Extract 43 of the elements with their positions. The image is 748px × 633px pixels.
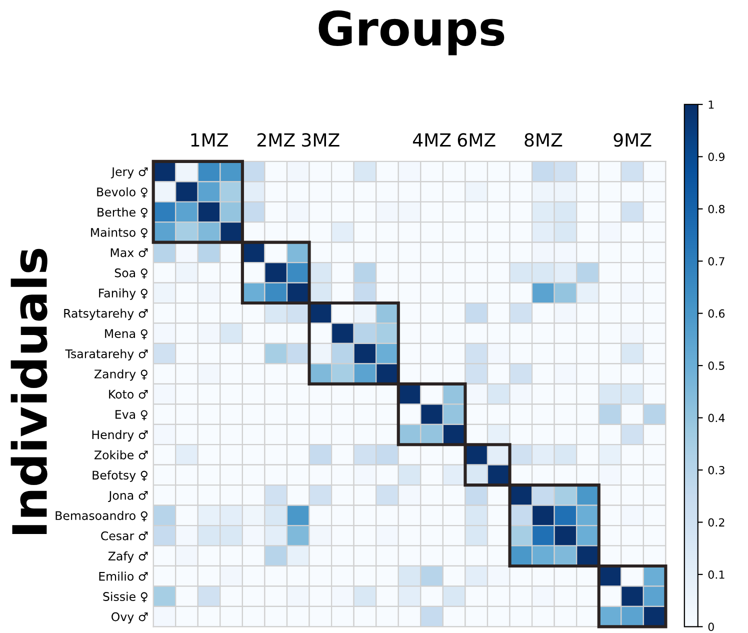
y-tick-label: Emilio ♂ [99,572,148,581]
y-tick-label: Zafy ♂ [108,551,148,563]
y-tick-label: Befotsy ♀ [92,470,148,482]
color-bar-label: 0.2 [708,518,724,527]
color-bar-label: 0.8 [708,204,725,214]
y-tick-label: Maintso ♀ [91,228,148,238]
color-bar-label: 0.6 [708,309,725,318]
y-tick-label: Fanihy ♀ [99,288,148,300]
y-tick-label: Hendry ♂ [92,430,148,442]
chart-title: Groups [318,10,504,56]
color-bar-label: 0 [708,622,714,632]
y-tick-label: Cesar ♂ [101,531,148,540]
x-tick-label: 9MZ [614,133,652,147]
x-tick-label: 2MZ [257,133,295,147]
y-tick-label: Koto ♂ [109,390,148,399]
y-tick-label: Sissie ♀ [103,592,148,602]
color-bar-label: 0.7 [708,257,724,266]
x-tick-label: 6MZ [458,133,496,147]
color-bar-label: 0.9 [708,152,724,162]
y-tick-label: Berthe ♀ [98,208,148,218]
y-tick-label: Jona ♂ [108,491,148,502]
y-tick-label: Jery ♂ [110,167,148,178]
y-tick-label: Zandry ♀ [94,369,148,381]
x-tick-label: 8MZ [524,133,562,147]
x-tick-label: 1MZ [191,133,228,147]
color-bar-label: 0.1 [708,570,724,579]
color-bar-label: 0.5 [708,362,724,370]
color-bar-label: 0.4 [708,414,725,422]
y-axis-title: Individuals [10,248,48,534]
y-tick-label: Ovy ♂ [112,612,148,624]
y-tick-label: Bevolo ♀ [97,187,148,198]
y-tick-label: Zokibe ♂ [94,450,148,460]
y-tick-label: Bemasoandro ♀ [56,510,148,522]
y-tick-label: Ratsytarehy ♂ [64,308,148,320]
x-tick-label: 3MZ [302,133,340,147]
color-bar-label: 0.3 [708,466,724,474]
y-tick-label: Max ♂ [110,248,148,258]
y-tick-label: Soa ♀ [114,268,148,279]
y-tick-label: Eva ♀ [116,410,148,420]
x-tick-label: 4MZ [412,133,451,147]
color-bar-label: 1 [708,100,714,109]
y-tick-label: Mena ♀ [105,329,148,340]
y-tick-label: Tsaratarehy ♂ [65,349,148,361]
